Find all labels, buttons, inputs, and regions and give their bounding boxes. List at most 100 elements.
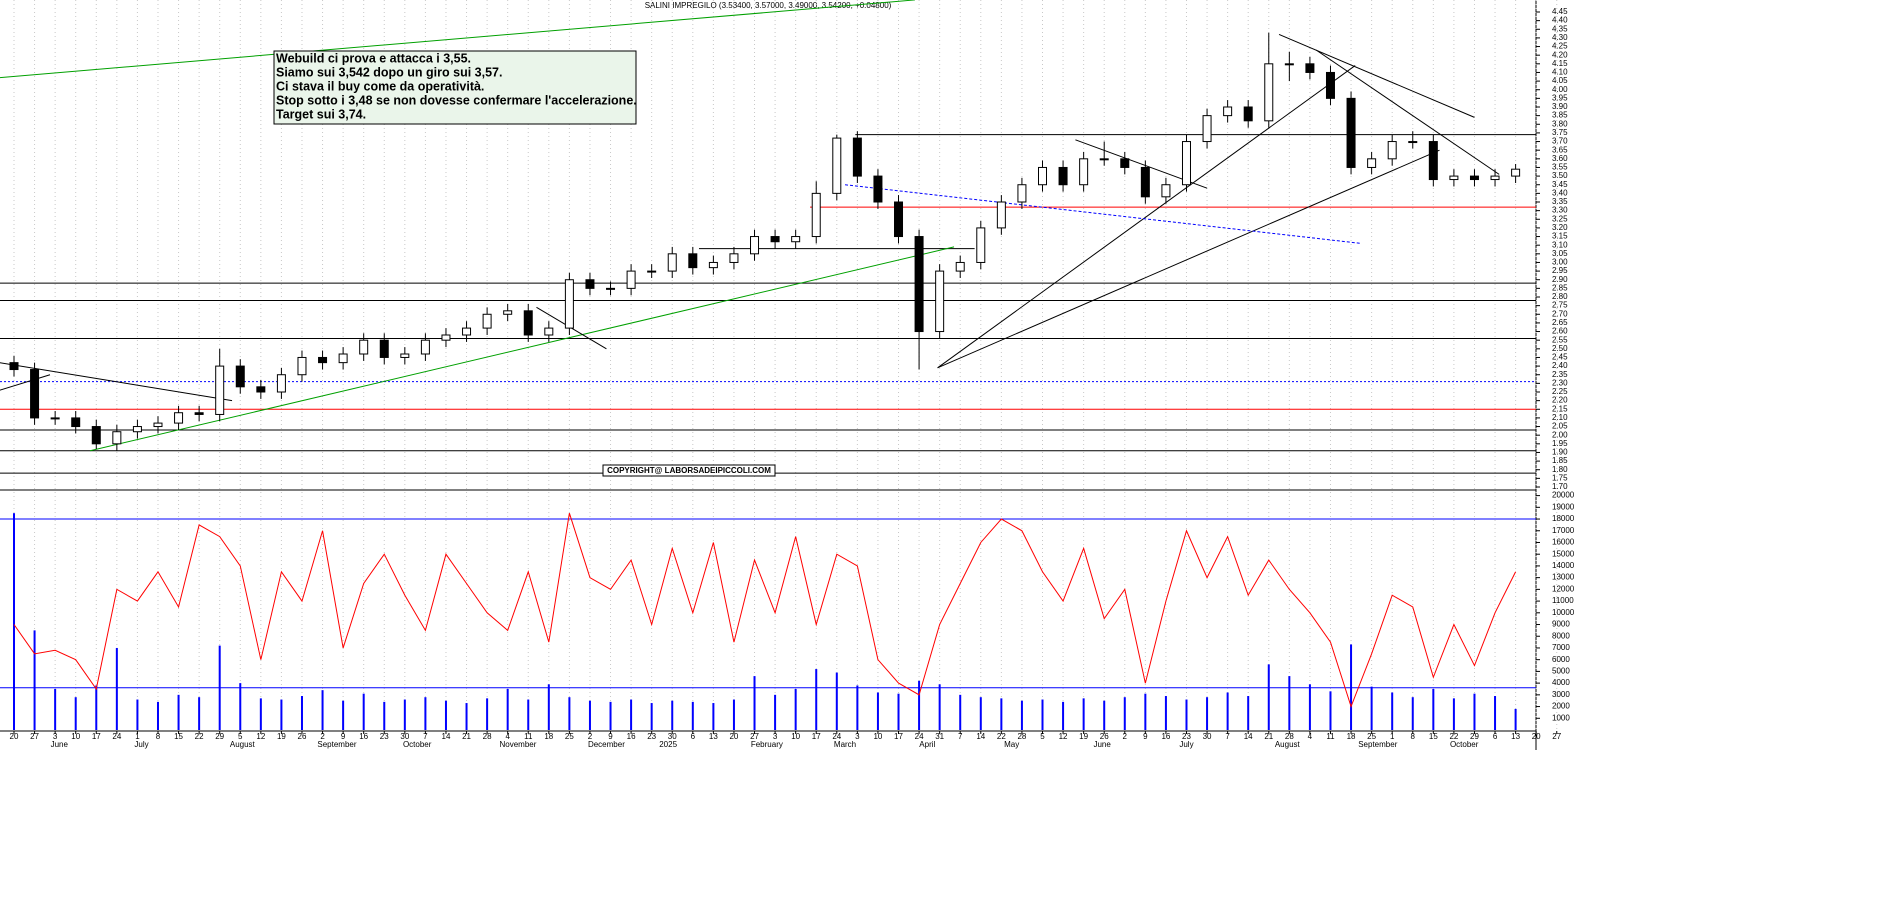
x-tick-label: 4 (1308, 732, 1313, 741)
volume-bar (13, 513, 15, 730)
volume-bar (486, 698, 489, 730)
y-tick-label: 14000 (1552, 561, 1575, 570)
candle-body (441, 334, 451, 341)
x-tick-label: 17 (92, 732, 101, 741)
x-tick-label: 24 (832, 732, 841, 741)
y-tick-label: 4.10 (1552, 68, 1568, 77)
volume-bar (918, 680, 921, 730)
volume-bar (177, 694, 180, 730)
volume-bar (794, 688, 797, 730)
volume-bar (1185, 699, 1188, 730)
y-tick-label: 2000 (1552, 702, 1570, 711)
volume-bar (218, 645, 221, 730)
volume-bar (1432, 688, 1435, 730)
candle-body (400, 353, 410, 358)
x-tick-label: 21 (1264, 732, 1273, 741)
y-tick-label: 2.90 (1552, 275, 1568, 284)
volume-bar (938, 684, 941, 730)
candle-body (750, 236, 760, 255)
x-tick-label: 22 (997, 732, 1006, 741)
y-tick-label: 3.70 (1552, 137, 1568, 146)
x-tick-label: 14 (1244, 732, 1253, 741)
month-label: 2025 (659, 740, 677, 749)
volume-bar (239, 683, 242, 730)
volume-bar (1473, 693, 1476, 730)
y-tick-label: 10000 (1552, 608, 1575, 617)
y-tick-label: 4.05 (1552, 76, 1568, 85)
candle-body (1017, 184, 1027, 203)
volume-bar (1350, 644, 1353, 730)
y-tick-label: 2.55 (1552, 335, 1568, 344)
x-tick-label: 30 (668, 732, 677, 741)
y-tick-label: 3.05 (1552, 249, 1568, 258)
volume-bar (403, 699, 406, 730)
volume-bar (876, 692, 879, 730)
y-tick-label: 13000 (1552, 573, 1575, 582)
y-tick-label: 2.30 (1552, 378, 1568, 387)
volume-bar (1000, 698, 1003, 730)
volume-bar (1452, 698, 1455, 730)
volume-bar (712, 703, 715, 730)
y-tick-label: 20000 (1552, 491, 1575, 500)
y-tick-label: 5000 (1552, 667, 1570, 676)
x-tick-label: 27 (30, 732, 39, 741)
candle-body (708, 261, 718, 269)
x-tick-label: 18 (544, 732, 553, 741)
candle-body (153, 422, 163, 428)
trend-line (0, 0, 916, 79)
y-tick-label: 1.70 (1552, 482, 1568, 491)
y-tick-label: 3.65 (1552, 145, 1568, 154)
volume-bar (362, 693, 365, 730)
x-tick-label: 9 (341, 732, 346, 741)
x-tick-label: 17 (812, 732, 821, 741)
x-tick-label: 25 (565, 732, 574, 741)
x-tick-label: 29 (215, 732, 224, 741)
x-tick-label: 7 (1225, 732, 1230, 741)
x-tick-label: 1 (135, 732, 140, 741)
x-tick-label: 23 (1182, 732, 1191, 741)
x-tick-label: 28 (1017, 732, 1026, 741)
candle-body (256, 386, 266, 393)
x-tick-label: 6 (1493, 732, 1498, 741)
volume-bar (1103, 700, 1106, 730)
candle-body (894, 201, 904, 238)
x-tick-label: 7 (423, 732, 428, 741)
candle-body (667, 253, 677, 272)
x-tick-label: 20 (10, 732, 19, 741)
annotation-line: Stop sotto i 3,48 se non dovesse conferm… (276, 93, 637, 107)
x-tick-label: 16 (1161, 732, 1170, 741)
candle-body (194, 412, 204, 415)
x-tick-label: 23 (380, 732, 389, 741)
x-tick-label: 24 (112, 732, 121, 741)
volume-bar (33, 630, 36, 730)
candle-body (976, 227, 986, 263)
x-tick-label: 5 (1040, 732, 1045, 741)
x-tick-label: 2 (1123, 732, 1128, 741)
y-tick-label: 15000 (1552, 549, 1575, 558)
volume-bar (753, 676, 756, 730)
copyright-box (602, 464, 776, 477)
y-tick-label: 4.45 (1552, 7, 1568, 16)
candle-body (1161, 184, 1171, 198)
y-tick-label: 2.00 (1552, 430, 1568, 439)
candle-body (523, 310, 533, 336)
x-tick-label: 11 (524, 732, 533, 741)
y-tick-label: 2.85 (1552, 283, 1568, 292)
x-tick-label: 13 (1511, 732, 1520, 741)
candle-body (1284, 63, 1294, 66)
x-tick-label: 18 (1347, 732, 1356, 741)
y-tick-label: 2.80 (1552, 292, 1568, 301)
candle-body (112, 431, 122, 445)
volume-bar (815, 669, 818, 730)
volume-bar (300, 696, 303, 730)
x-tick-label: 13 (709, 732, 718, 741)
volume-bar (1206, 697, 1209, 730)
y-tick-label: 4.40 (1552, 16, 1568, 25)
volume-bar (74, 697, 77, 730)
month-label: March (834, 740, 856, 749)
annotation-line: Target sui 3,74. (276, 107, 366, 121)
candle-body (873, 175, 883, 203)
x-tick-label: 25 (1367, 732, 1376, 741)
y-tick-label: 12000 (1552, 584, 1575, 593)
x-tick-label: 22 (195, 732, 204, 741)
